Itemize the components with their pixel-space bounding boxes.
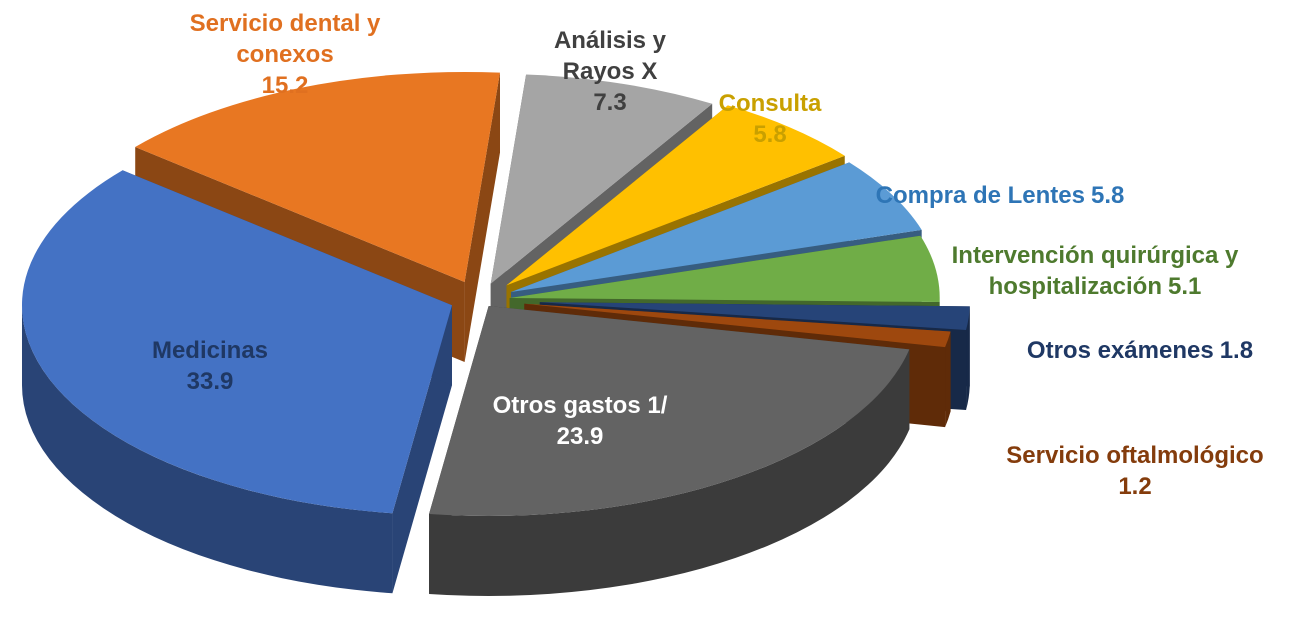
slice-outer-wall — [21, 305, 393, 594]
slice-label: Compra de Lentes 5.8 — [840, 180, 1160, 211]
slice-label: Medicinas 33.9 — [110, 335, 310, 397]
slice-top — [21, 170, 452, 514]
slice-radial-wall — [464, 72, 500, 362]
slice-top — [510, 162, 922, 293]
slice — [21, 170, 452, 594]
category-name: Servicio oftalmológico — [1006, 442, 1264, 469]
category-name: Análisis y Rayos X — [553, 27, 667, 85]
category-name: Consulta — [718, 90, 822, 117]
slice-label: Consulta 5.8 — [695, 88, 845, 150]
slice-label: Análisis y Rayos X 7.3 — [545, 25, 675, 118]
slice — [429, 305, 910, 596]
slice-top — [509, 235, 940, 303]
slice-outer-wall — [966, 306, 970, 411]
slice-top — [506, 105, 845, 286]
slice-label: Intervención quirúrgica y hospitalizació… — [925, 240, 1265, 302]
category-name: Medicinas — [151, 337, 269, 364]
value-label: 1.2 — [1118, 473, 1152, 500]
category-name: Compra de Lentes — [875, 182, 1085, 209]
slice-label: Servicio oftalmológico 1.2 — [975, 440, 1289, 502]
value-label: 23.9 — [556, 423, 604, 450]
slice-top — [135, 71, 500, 282]
slice-top — [429, 305, 910, 516]
slice-outer-wall — [429, 349, 910, 596]
category-name: Servicio dental y conexos — [189, 10, 381, 68]
slice-label: Otros gastos 1/23.9 — [460, 390, 700, 452]
slice-label: Servicio dental y conexos 15.2 — [160, 8, 410, 101]
value-label: 5.8 — [1091, 182, 1125, 209]
value-label: 33.9 — [186, 368, 234, 395]
slice-top — [539, 302, 970, 331]
slice-label: Otros exámenes 1.8 — [1000, 335, 1280, 366]
value-label: 1.8 — [1219, 337, 1254, 364]
value-label: 15.2 — [261, 72, 309, 99]
value-label: 5.8 — [753, 121, 787, 148]
category-name: Otros gastos 1/ — [492, 392, 668, 419]
slice-outer-wall — [945, 331, 951, 428]
slice-top — [524, 303, 951, 348]
category-name: Intervención quirúrgica y hospitalizació… — [951, 242, 1239, 300]
category-name: Otros exámenes — [1026, 337, 1214, 364]
value-label: 7.3 — [593, 89, 627, 116]
value-label: 5.1 — [1167, 273, 1202, 300]
slice-top — [490, 74, 713, 284]
